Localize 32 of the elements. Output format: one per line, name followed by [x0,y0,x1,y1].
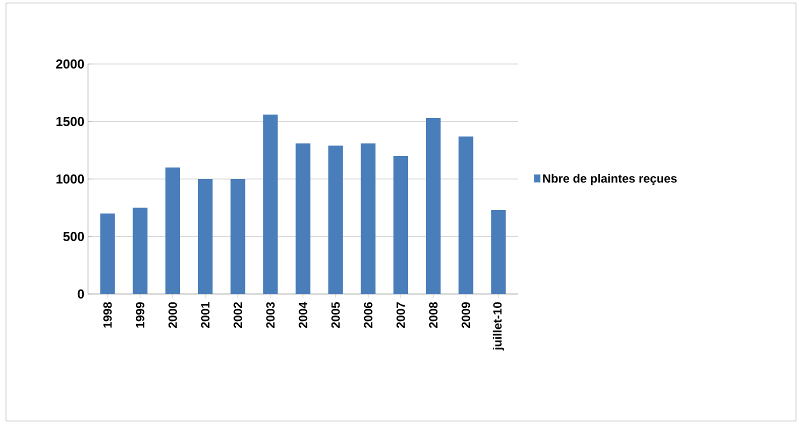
y-tick-label: 1500 [56,116,84,126]
bar [328,146,343,294]
x-tick-label: 2003 [266,302,275,328]
x-tick-label: 1999 [136,302,144,328]
y-tick-label: 500 [63,232,84,242]
bar [296,143,310,294]
bar [165,167,180,294]
bar [458,136,474,294]
x-tick-label: juillet-10 [492,302,504,350]
bar [491,210,506,294]
x-tick-label: 2008 [429,302,438,328]
y-tick-label: 0 [78,289,84,299]
bar [263,114,278,294]
x-tick-label: 2002 [234,302,242,328]
bar [132,208,148,294]
legend-label: Nbre de plaintes reçues [543,174,677,186]
bar [426,118,441,294]
y-tick-label: 2000 [56,59,84,69]
bar [100,213,115,294]
bar [198,178,213,294]
x-tick-label: 2001 [201,302,210,328]
bar [360,143,376,294]
bar [230,178,246,294]
x-tick-label: 2000 [168,302,177,328]
x-tick-label: 2009 [462,302,470,328]
x-tick-label: 1998 [103,302,112,328]
x-tick-label: 2007 [396,302,405,328]
y-tick-label: 1000 [56,174,84,184]
x-tick-label: 2006 [364,302,372,328]
x-tick-label: 2004 [298,302,308,328]
x-tick-label: 2005 [331,302,340,328]
bar [393,156,408,294]
